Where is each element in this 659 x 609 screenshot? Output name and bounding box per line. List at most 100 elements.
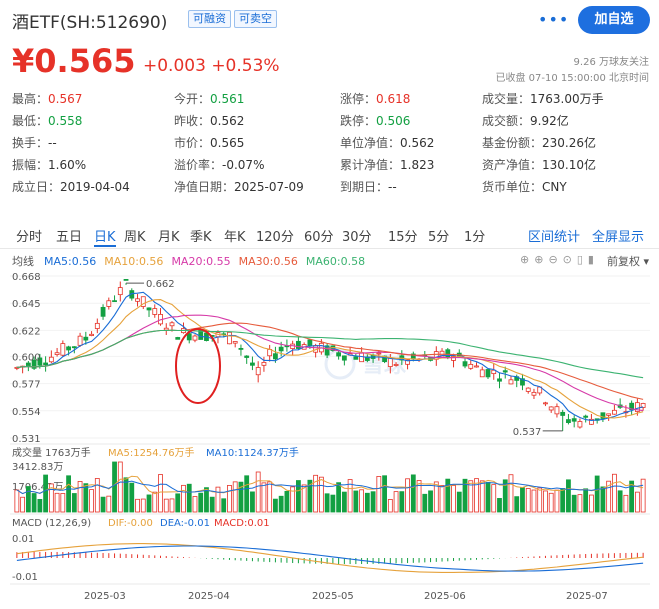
candle-body	[560, 411, 566, 416]
volume-bar	[273, 498, 278, 513]
stat-value: CNY	[542, 180, 567, 194]
tab-period[interactable]: 30分	[342, 230, 372, 245]
volume-bar	[531, 489, 537, 513]
x-axis-label: 2025-04	[188, 591, 230, 602]
volume-bar	[66, 475, 71, 513]
volume-bar	[244, 475, 250, 513]
stat-value: 0.558	[48, 114, 83, 128]
stat-label: 昨收：	[174, 114, 211, 128]
volume-bar	[462, 478, 468, 513]
tab-period[interactable]: 5分	[428, 230, 450, 245]
volume-bar	[502, 479, 508, 513]
price-tick: 0.600	[12, 352, 41, 363]
chart-tool-icons[interactable]: ⊕⊕⊖⊙▯▮	[520, 253, 599, 266]
candle-body	[336, 352, 342, 357]
candle-body	[106, 300, 112, 307]
stat-item: 最低：0.558	[12, 112, 82, 129]
candle-body	[508, 379, 514, 385]
volume-bar	[158, 474, 163, 513]
tab-period[interactable]: 年K	[224, 230, 246, 245]
stat-value: 0.567	[48, 92, 83, 106]
volume-bar	[422, 493, 428, 513]
candle-body	[451, 355, 456, 361]
volume-bar	[376, 476, 382, 513]
tab-period[interactable]: 120分	[256, 230, 294, 245]
range-stats-link[interactable]: 区间统计	[528, 230, 581, 245]
stat-label: 净值日期：	[174, 180, 235, 194]
volume-bar	[25, 486, 31, 513]
volume-bar	[589, 494, 594, 513]
tab-period[interactable]: 日K	[94, 226, 116, 247]
volume-bar	[123, 477, 129, 513]
add-watchlist-button[interactable]: 加自选	[578, 6, 650, 34]
volume-bar	[290, 486, 296, 513]
macd-dea: DEA:-0.01	[160, 518, 210, 529]
macd-line	[16, 545, 644, 572]
tab-period[interactable]: 1分	[464, 230, 486, 245]
candle-body	[502, 370, 508, 373]
stat-label: 涨停：	[340, 92, 377, 106]
tab-period[interactable]: 15分	[388, 230, 418, 245]
volume-bar	[250, 491, 255, 513]
volume-bar	[433, 481, 439, 513]
candle-body	[571, 418, 577, 422]
fullscreen-link[interactable]: 全屏显示	[592, 230, 645, 245]
stat-value: 0.565	[210, 136, 245, 150]
volume-bar	[221, 498, 227, 513]
stat-value: 1763.00万手	[530, 92, 604, 106]
stat-item: 成交额：9.92亿	[482, 112, 569, 129]
stat-item: 涨停：0.618	[340, 90, 410, 107]
volume-bar	[577, 494, 583, 513]
margin-tag[interactable]: 可融资	[188, 10, 231, 28]
candle-body	[255, 367, 261, 376]
ma-legend-item: MA30:0.56	[238, 255, 298, 268]
stat-label: 单位净值：	[340, 136, 401, 150]
volume-bar	[399, 491, 405, 513]
candle-body	[583, 415, 589, 418]
tab-period[interactable]: 季K	[190, 230, 212, 245]
tab-period[interactable]: 周K	[124, 230, 146, 245]
short-tag[interactable]: 可卖空	[234, 10, 277, 28]
stat-label: 最低：	[12, 114, 49, 128]
tab-period[interactable]: 分时	[16, 230, 43, 245]
stat-label: 溢价率：	[174, 158, 223, 172]
tab-period[interactable]: 60分	[304, 230, 334, 245]
candle-body	[462, 361, 468, 367]
volume-bar	[485, 481, 491, 513]
volume-bar	[439, 485, 445, 513]
tab-period[interactable]: 五日	[56, 230, 83, 245]
candle-body	[606, 413, 612, 416]
candle-body	[445, 349, 451, 358]
volume-bar	[393, 491, 399, 513]
volume-bar	[135, 498, 140, 513]
price-tick: 0.554	[12, 407, 41, 418]
volume-bar	[353, 490, 359, 513]
volume-bar	[37, 499, 43, 513]
candle-body	[60, 343, 66, 356]
volume-bar	[192, 496, 198, 513]
candle-body	[548, 406, 554, 411]
candle-body	[152, 308, 158, 315]
volume-bar	[238, 481, 244, 513]
volume-bar	[169, 498, 175, 513]
price-tick: 0.531	[12, 434, 41, 445]
price-tick: 0.577	[12, 380, 41, 391]
candle-body	[634, 402, 640, 412]
ma-legend-item: MA10:0.56	[104, 255, 164, 268]
candle-body	[376, 352, 382, 355]
tab-period[interactable]: 月K	[158, 230, 180, 245]
volume-bar	[48, 483, 54, 513]
volume-bar	[215, 486, 221, 513]
ma-line	[16, 329, 644, 379]
stat-value: 2019-04-04	[60, 180, 130, 194]
volume-bar	[583, 488, 589, 513]
more-dots-icon[interactable]: •••	[538, 10, 570, 29]
volume-bar	[140, 498, 146, 513]
volume-bar	[295, 480, 301, 513]
candle-body	[71, 346, 77, 349]
candle-body	[353, 356, 359, 360]
candle-body	[278, 346, 284, 352]
volume-bar	[255, 471, 261, 513]
adjust-selector[interactable]: 前复权 ▾	[606, 255, 649, 268]
